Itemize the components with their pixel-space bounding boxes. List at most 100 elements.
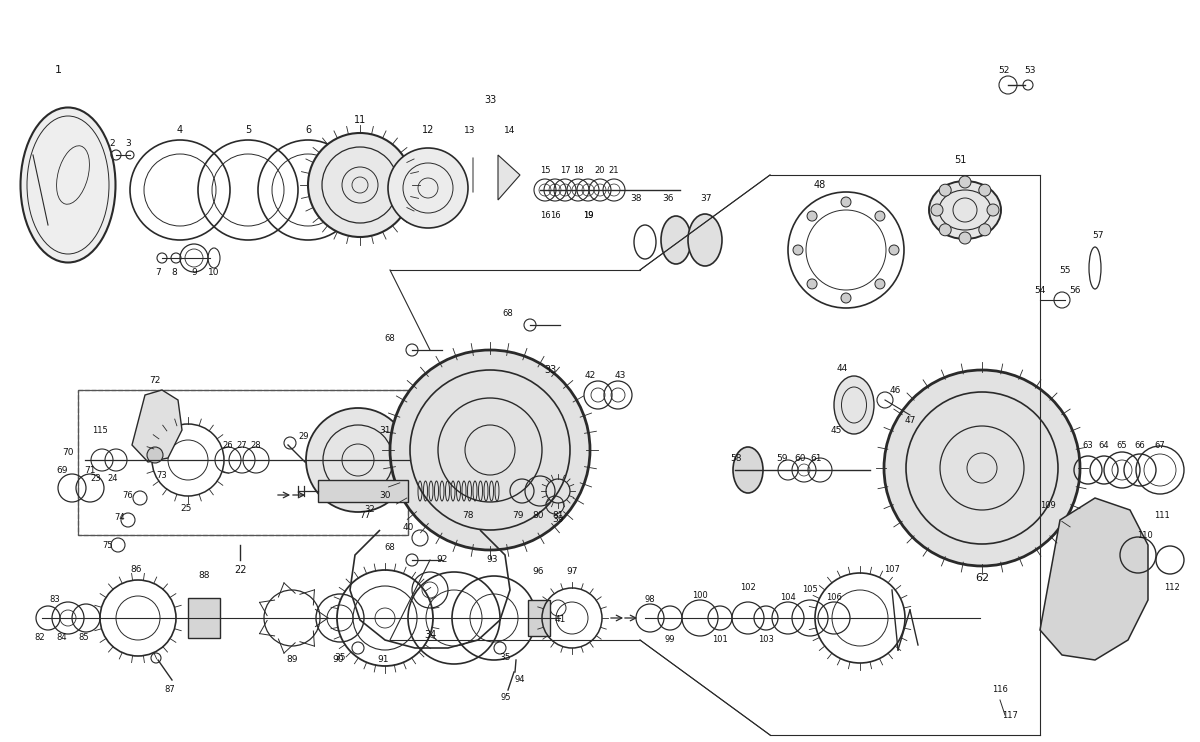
- Text: 111: 111: [1154, 510, 1170, 519]
- Text: 107: 107: [884, 565, 900, 574]
- Text: 57: 57: [1092, 231, 1104, 240]
- Text: 33: 33: [484, 95, 496, 105]
- Circle shape: [148, 447, 163, 463]
- Text: 92: 92: [437, 556, 448, 565]
- Text: 97: 97: [566, 568, 577, 577]
- Text: 44: 44: [836, 364, 847, 372]
- Text: 85: 85: [79, 634, 89, 643]
- Ellipse shape: [20, 108, 115, 263]
- Text: 16: 16: [550, 211, 560, 220]
- Text: 86: 86: [131, 565, 142, 574]
- Text: 19: 19: [583, 211, 593, 220]
- Text: 5: 5: [245, 125, 251, 135]
- Text: 68: 68: [385, 333, 395, 343]
- Text: 91: 91: [377, 655, 389, 665]
- Circle shape: [841, 197, 851, 207]
- Text: 3: 3: [125, 139, 131, 148]
- Ellipse shape: [661, 216, 691, 264]
- Text: 13: 13: [464, 125, 475, 134]
- Bar: [528, 600, 550, 636]
- Text: 72: 72: [149, 375, 161, 384]
- Text: 96: 96: [533, 568, 544, 577]
- Text: 52: 52: [998, 65, 1009, 74]
- Circle shape: [979, 184, 991, 196]
- Text: 35: 35: [335, 654, 346, 663]
- Circle shape: [959, 176, 971, 188]
- Text: 39: 39: [552, 516, 564, 525]
- Text: 64: 64: [1099, 441, 1109, 450]
- Bar: [78, 390, 408, 535]
- Text: 69: 69: [56, 465, 67, 474]
- Text: 116: 116: [992, 686, 1008, 695]
- Ellipse shape: [929, 181, 1001, 239]
- Text: 110: 110: [1138, 531, 1153, 539]
- Text: 17: 17: [559, 165, 570, 174]
- Text: 104: 104: [780, 594, 796, 603]
- Circle shape: [306, 408, 410, 512]
- Text: 42: 42: [584, 370, 595, 379]
- Text: 73: 73: [157, 470, 167, 479]
- Text: 117: 117: [1002, 711, 1018, 720]
- Text: 43: 43: [614, 370, 625, 379]
- Text: 45: 45: [830, 425, 841, 435]
- Text: 1: 1: [54, 65, 61, 75]
- Circle shape: [808, 279, 817, 289]
- Bar: [318, 480, 408, 502]
- Text: 68: 68: [385, 543, 395, 553]
- Text: 16: 16: [540, 211, 551, 220]
- Text: 106: 106: [826, 594, 842, 603]
- Text: 61: 61: [810, 453, 822, 462]
- Text: 14: 14: [504, 125, 516, 134]
- Text: 99: 99: [665, 635, 676, 645]
- Text: 28: 28: [251, 441, 262, 450]
- Text: 74: 74: [115, 513, 125, 522]
- Text: 9: 9: [191, 268, 197, 277]
- Circle shape: [308, 133, 412, 237]
- Ellipse shape: [733, 447, 763, 493]
- Text: 75: 75: [103, 540, 113, 550]
- Text: 30: 30: [379, 490, 391, 499]
- Text: 46: 46: [889, 386, 901, 395]
- Text: 31: 31: [379, 425, 391, 435]
- Text: 78: 78: [462, 510, 474, 519]
- Text: 24: 24: [108, 473, 119, 482]
- Text: 83: 83: [49, 596, 60, 605]
- Polygon shape: [1040, 498, 1148, 660]
- Text: 56: 56: [1069, 286, 1081, 295]
- Text: 88: 88: [198, 571, 210, 580]
- Text: 40: 40: [402, 524, 414, 533]
- Ellipse shape: [834, 376, 874, 434]
- Text: 48: 48: [814, 180, 826, 190]
- Text: 109: 109: [1040, 501, 1056, 510]
- Text: 38: 38: [630, 194, 642, 203]
- Text: 47: 47: [905, 416, 916, 424]
- Circle shape: [808, 211, 817, 221]
- Text: 79: 79: [512, 510, 523, 519]
- Text: 93: 93: [486, 556, 498, 565]
- Text: 84: 84: [56, 634, 67, 643]
- Text: 10: 10: [209, 268, 220, 277]
- Circle shape: [841, 293, 851, 303]
- Circle shape: [390, 350, 590, 550]
- Text: 87: 87: [164, 686, 175, 695]
- Text: 112: 112: [1164, 583, 1180, 593]
- Text: 102: 102: [740, 583, 756, 593]
- Text: 70: 70: [62, 447, 73, 456]
- Text: 54: 54: [1034, 286, 1045, 295]
- Text: 36: 36: [662, 194, 673, 203]
- Text: 55: 55: [1060, 266, 1070, 275]
- Text: 68: 68: [503, 309, 514, 318]
- Text: 8: 8: [172, 268, 176, 277]
- Text: 11: 11: [354, 115, 366, 125]
- Circle shape: [875, 211, 884, 221]
- Circle shape: [959, 232, 971, 244]
- Text: 51: 51: [954, 155, 966, 165]
- Text: 94: 94: [515, 675, 526, 685]
- Bar: [188, 598, 220, 638]
- Circle shape: [940, 184, 952, 196]
- Text: 34: 34: [424, 630, 436, 640]
- Text: 19: 19: [583, 211, 593, 220]
- Text: 27: 27: [236, 441, 247, 450]
- Text: 71: 71: [84, 465, 96, 474]
- Text: 66: 66: [1135, 441, 1145, 450]
